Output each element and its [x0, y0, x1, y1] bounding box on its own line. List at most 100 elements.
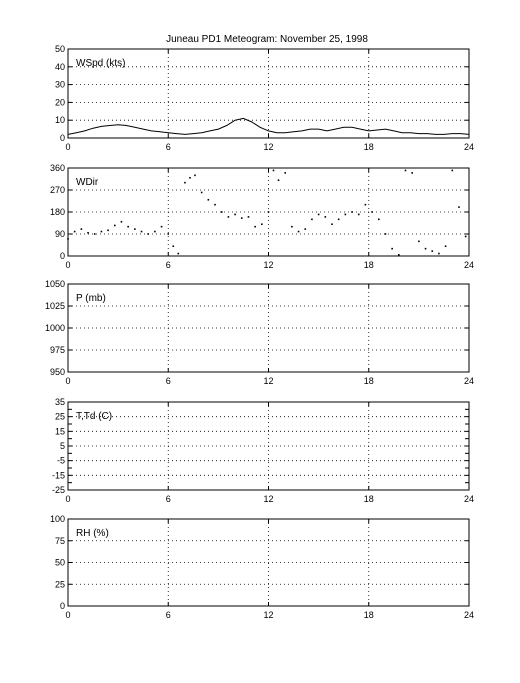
data-point: [167, 233, 170, 235]
data-point: [107, 229, 109, 232]
x-tick-label: 18: [364, 376, 374, 386]
data-point: [438, 252, 440, 255]
data-point: [377, 218, 380, 221]
y-tick-label: 20: [55, 97, 65, 107]
data-point: [431, 250, 434, 252]
data-point: [194, 174, 196, 177]
y-tick-label: -25: [52, 485, 65, 495]
x-tick-label: 18: [364, 494, 374, 504]
y-tick-label: -5: [57, 456, 65, 466]
y-tick-label: 25: [55, 412, 65, 422]
y-tick-label: 0: [60, 133, 65, 143]
y-tick-label: 180: [50, 207, 65, 217]
panel-label: RH (%): [76, 528, 109, 539]
panel-3: 0 6 12 18 24 950 975 1000 1025 1050 P (mb): [45, 279, 474, 386]
x-tick-label: 6: [166, 376, 171, 386]
y-tick-label: 30: [55, 80, 65, 90]
data-point: [120, 220, 123, 223]
data-point: [304, 228, 307, 230]
x-tick-label: 12: [263, 610, 273, 620]
data-point: [317, 213, 320, 216]
y-tick-label: 50: [55, 558, 65, 568]
data-point: [127, 225, 129, 228]
data-point: [384, 233, 387, 235]
x-tick-label: 0: [65, 610, 70, 620]
panel-5: 0 6 12 18 24 0 25 50 75 100 RH (%): [50, 514, 474, 620]
data-point: [398, 253, 400, 256]
x-tick-label: 6: [166, 610, 171, 620]
y-tick-label: 360: [50, 163, 65, 173]
data-point: [444, 245, 447, 248]
data-point: [189, 176, 191, 179]
y-tick-label: 950: [50, 367, 65, 377]
panel-1: 0 6 12 18 24 0 10 20 30 40 50 WSpd (kts): [55, 44, 474, 152]
data-point: [331, 223, 333, 226]
y-tick-label: 270: [50, 185, 65, 195]
y-tick-label: 1025: [45, 301, 65, 311]
x-tick-label: 24: [464, 494, 474, 504]
data-point: [277, 179, 280, 182]
data-point: [311, 218, 313, 221]
y-tick-label: 90: [55, 229, 65, 239]
data-point: [291, 225, 293, 228]
data-point: [247, 216, 250, 218]
y-tick-label: -15: [52, 470, 65, 480]
data-point: [464, 235, 467, 238]
data-point: [87, 231, 89, 234]
data-point: [147, 233, 149, 235]
x-tick-label: 18: [364, 610, 374, 620]
x-tick-label: 6: [166, 260, 171, 270]
y-tick-label: 1000: [45, 323, 65, 333]
data-point: [184, 181, 186, 184]
y-tick-label: 15: [55, 426, 65, 436]
data-point: [418, 240, 420, 243]
data-point: [160, 225, 163, 228]
y-tick-label: 975: [50, 345, 65, 355]
panel-label: WSpd (kts): [76, 58, 125, 69]
x-tick-label: 0: [65, 142, 70, 152]
y-tick-label: 5: [60, 441, 65, 451]
panel-label: WDir: [76, 177, 99, 188]
data-point: [220, 211, 223, 213]
data-point: [364, 203, 367, 206]
y-tick-label: 75: [55, 536, 65, 546]
data-point: [272, 169, 275, 172]
data-point: [371, 211, 373, 213]
x-tick-label: 18: [364, 260, 374, 270]
y-tick-label: 1050: [45, 279, 65, 289]
data-point: [261, 223, 263, 226]
data-point: [284, 172, 287, 174]
series-line: [67, 117, 470, 135]
data-point: [234, 213, 236, 216]
data-point: [154, 230, 156, 233]
y-tick-label: 25: [55, 579, 65, 589]
data-point: [324, 216, 327, 218]
panel-label: P (mb): [76, 293, 106, 304]
data-point: [267, 211, 270, 213]
data-point: [73, 230, 76, 233]
y-tick-label: 100: [50, 514, 65, 524]
data-point: [458, 206, 460, 208]
x-tick-label: 24: [464, 260, 474, 270]
data-point: [214, 203, 216, 206]
data-point: [240, 217, 243, 219]
data-point: [93, 233, 96, 235]
x-tick-label: 24: [464, 376, 474, 386]
x-tick-label: 12: [263, 494, 273, 504]
data-point: [404, 169, 407, 172]
x-tick-label: 12: [263, 260, 273, 270]
y-tick-label: 0: [60, 251, 65, 261]
y-tick-label: 50: [55, 44, 65, 54]
x-tick-label: 12: [263, 142, 273, 152]
x-tick-label: 0: [65, 376, 70, 386]
data-point: [411, 172, 413, 174]
data-point: [207, 198, 210, 201]
y-tick-label: 10: [55, 115, 65, 125]
panel-label: T,Td (C): [76, 411, 112, 422]
x-tick-label: 12: [263, 376, 273, 386]
data-point: [100, 230, 103, 233]
x-tick-label: 6: [166, 142, 171, 152]
data-point: [80, 228, 83, 230]
y-tick-label: 40: [55, 62, 65, 72]
